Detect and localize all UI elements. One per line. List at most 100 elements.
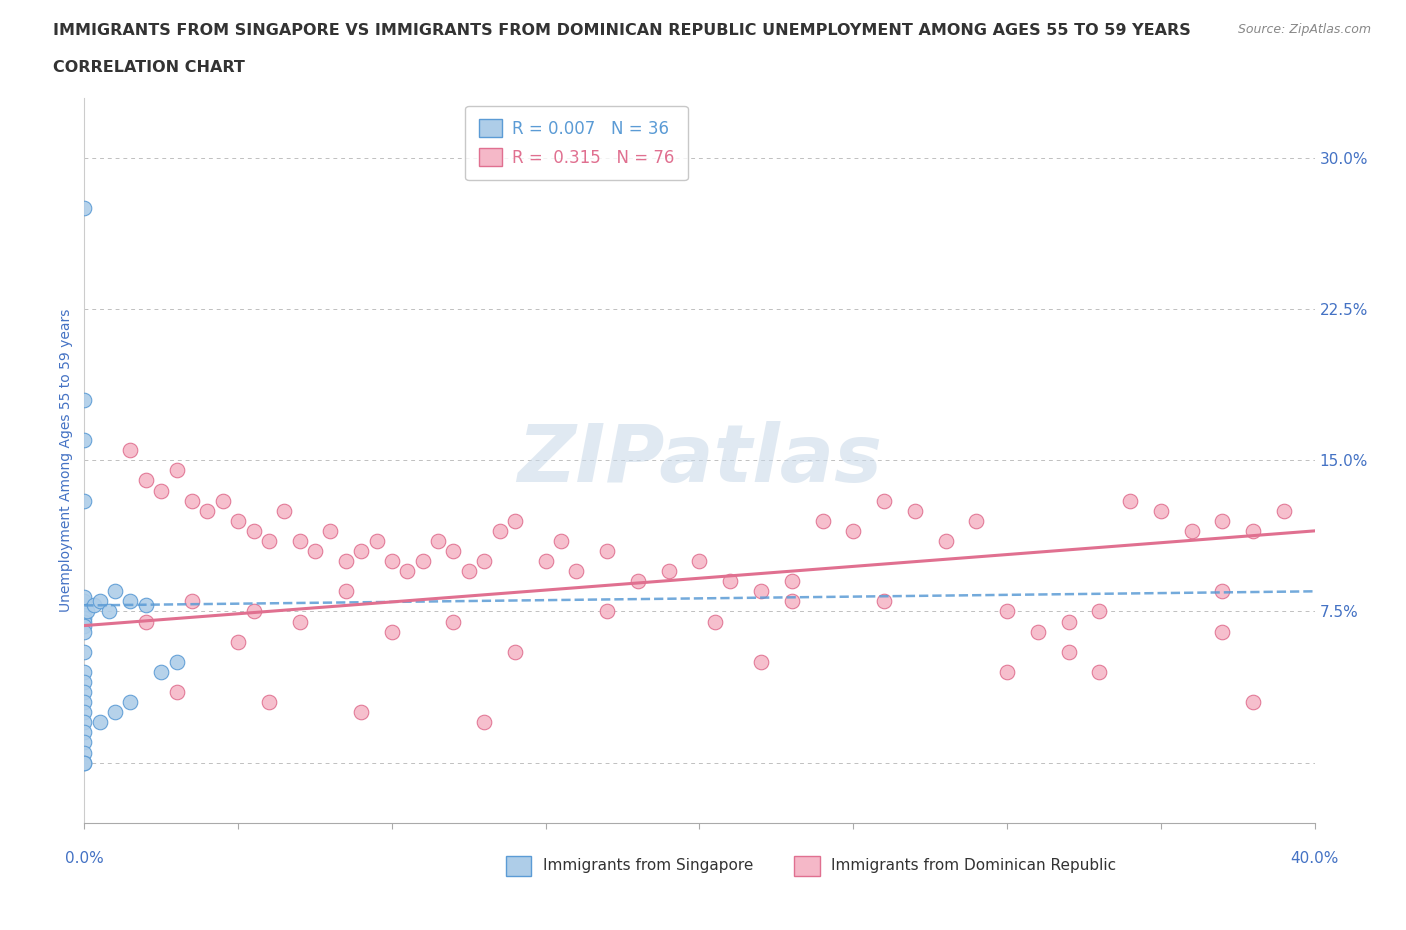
Point bbox=[457, 564, 479, 578]
Point bbox=[73, 745, 96, 760]
Point bbox=[427, 534, 450, 549]
Point bbox=[472, 715, 495, 730]
Point bbox=[73, 755, 96, 770]
Point bbox=[350, 705, 373, 720]
Point bbox=[73, 614, 96, 629]
Point bbox=[73, 594, 96, 609]
Point bbox=[534, 553, 557, 568]
Point bbox=[73, 705, 96, 720]
Point bbox=[120, 594, 142, 609]
Point bbox=[1241, 524, 1264, 538]
Point bbox=[412, 553, 434, 568]
Point bbox=[226, 513, 249, 528]
Point bbox=[443, 543, 465, 558]
Point bbox=[120, 695, 142, 710]
Point bbox=[873, 493, 896, 508]
Point bbox=[995, 604, 1018, 619]
Point bbox=[242, 604, 264, 619]
Point bbox=[197, 503, 219, 518]
Point bbox=[904, 503, 927, 518]
Text: Source: ZipAtlas.com: Source: ZipAtlas.com bbox=[1237, 23, 1371, 36]
Point bbox=[211, 493, 233, 508]
Point bbox=[73, 590, 96, 604]
Point bbox=[166, 655, 188, 670]
Point bbox=[873, 594, 896, 609]
Point bbox=[73, 618, 96, 633]
Legend: R = 0.007   N = 36, R =  0.315   N = 76: R = 0.007 N = 36, R = 0.315 N = 76 bbox=[465, 106, 688, 180]
Point bbox=[288, 534, 311, 549]
Point bbox=[443, 614, 465, 629]
Point bbox=[1088, 604, 1111, 619]
Point bbox=[1211, 513, 1233, 528]
Point bbox=[811, 513, 834, 528]
Point bbox=[104, 705, 127, 720]
Point bbox=[73, 392, 96, 407]
Point bbox=[627, 574, 650, 589]
Point bbox=[73, 201, 96, 216]
Point bbox=[73, 684, 96, 699]
Point bbox=[1211, 624, 1233, 639]
Text: 40.0%: 40.0% bbox=[1291, 851, 1339, 866]
Point bbox=[935, 534, 957, 549]
Point bbox=[257, 534, 280, 549]
Point bbox=[503, 644, 526, 659]
Point bbox=[166, 463, 188, 478]
Text: Immigrants from Dominican Republic: Immigrants from Dominican Republic bbox=[831, 858, 1116, 873]
Point bbox=[1211, 584, 1233, 599]
Point bbox=[335, 553, 357, 568]
Point bbox=[366, 534, 388, 549]
Point bbox=[273, 503, 295, 518]
Point bbox=[381, 553, 404, 568]
Point bbox=[73, 674, 96, 689]
Point bbox=[1119, 493, 1142, 508]
Point bbox=[73, 735, 96, 750]
Point bbox=[319, 524, 342, 538]
Point bbox=[226, 634, 249, 649]
Point bbox=[166, 684, 188, 699]
Point bbox=[596, 604, 619, 619]
Point bbox=[73, 604, 96, 619]
Point bbox=[135, 473, 157, 488]
Y-axis label: Unemployment Among Ages 55 to 59 years: Unemployment Among Ages 55 to 59 years bbox=[59, 309, 73, 612]
Point bbox=[1272, 503, 1295, 518]
Point bbox=[73, 715, 96, 730]
Text: 0.0%: 0.0% bbox=[65, 851, 104, 866]
Point bbox=[120, 443, 142, 458]
Point bbox=[242, 524, 264, 538]
Text: ZIPatlas: ZIPatlas bbox=[517, 421, 882, 499]
Point bbox=[76, 604, 98, 619]
Point bbox=[73, 664, 96, 679]
Point bbox=[288, 614, 311, 629]
Point bbox=[181, 493, 204, 508]
Point bbox=[703, 614, 725, 629]
Point bbox=[73, 644, 96, 659]
Point bbox=[73, 725, 96, 740]
Point bbox=[381, 624, 404, 639]
Point bbox=[89, 715, 111, 730]
Point bbox=[780, 594, 803, 609]
Point bbox=[83, 598, 105, 613]
Point bbox=[257, 695, 280, 710]
Point bbox=[304, 543, 326, 558]
Point bbox=[1057, 644, 1080, 659]
Point bbox=[550, 534, 572, 549]
Point bbox=[73, 432, 96, 447]
Point bbox=[335, 584, 357, 599]
Point bbox=[150, 664, 173, 679]
Point bbox=[780, 574, 803, 589]
Point bbox=[842, 524, 865, 538]
Text: Immigrants from Singapore: Immigrants from Singapore bbox=[543, 858, 754, 873]
Point bbox=[181, 594, 204, 609]
Point bbox=[73, 695, 96, 710]
Point bbox=[135, 598, 157, 613]
Point bbox=[749, 655, 772, 670]
Point bbox=[73, 624, 96, 639]
Point bbox=[89, 594, 111, 609]
Point bbox=[73, 755, 96, 770]
Point bbox=[350, 543, 373, 558]
Point bbox=[1181, 524, 1204, 538]
Point bbox=[596, 543, 619, 558]
Point bbox=[565, 564, 588, 578]
Point bbox=[73, 493, 96, 508]
Text: IMMIGRANTS FROM SINGAPORE VS IMMIGRANTS FROM DOMINICAN REPUBLIC UNEMPLOYMENT AMO: IMMIGRANTS FROM SINGAPORE VS IMMIGRANTS … bbox=[53, 23, 1191, 38]
